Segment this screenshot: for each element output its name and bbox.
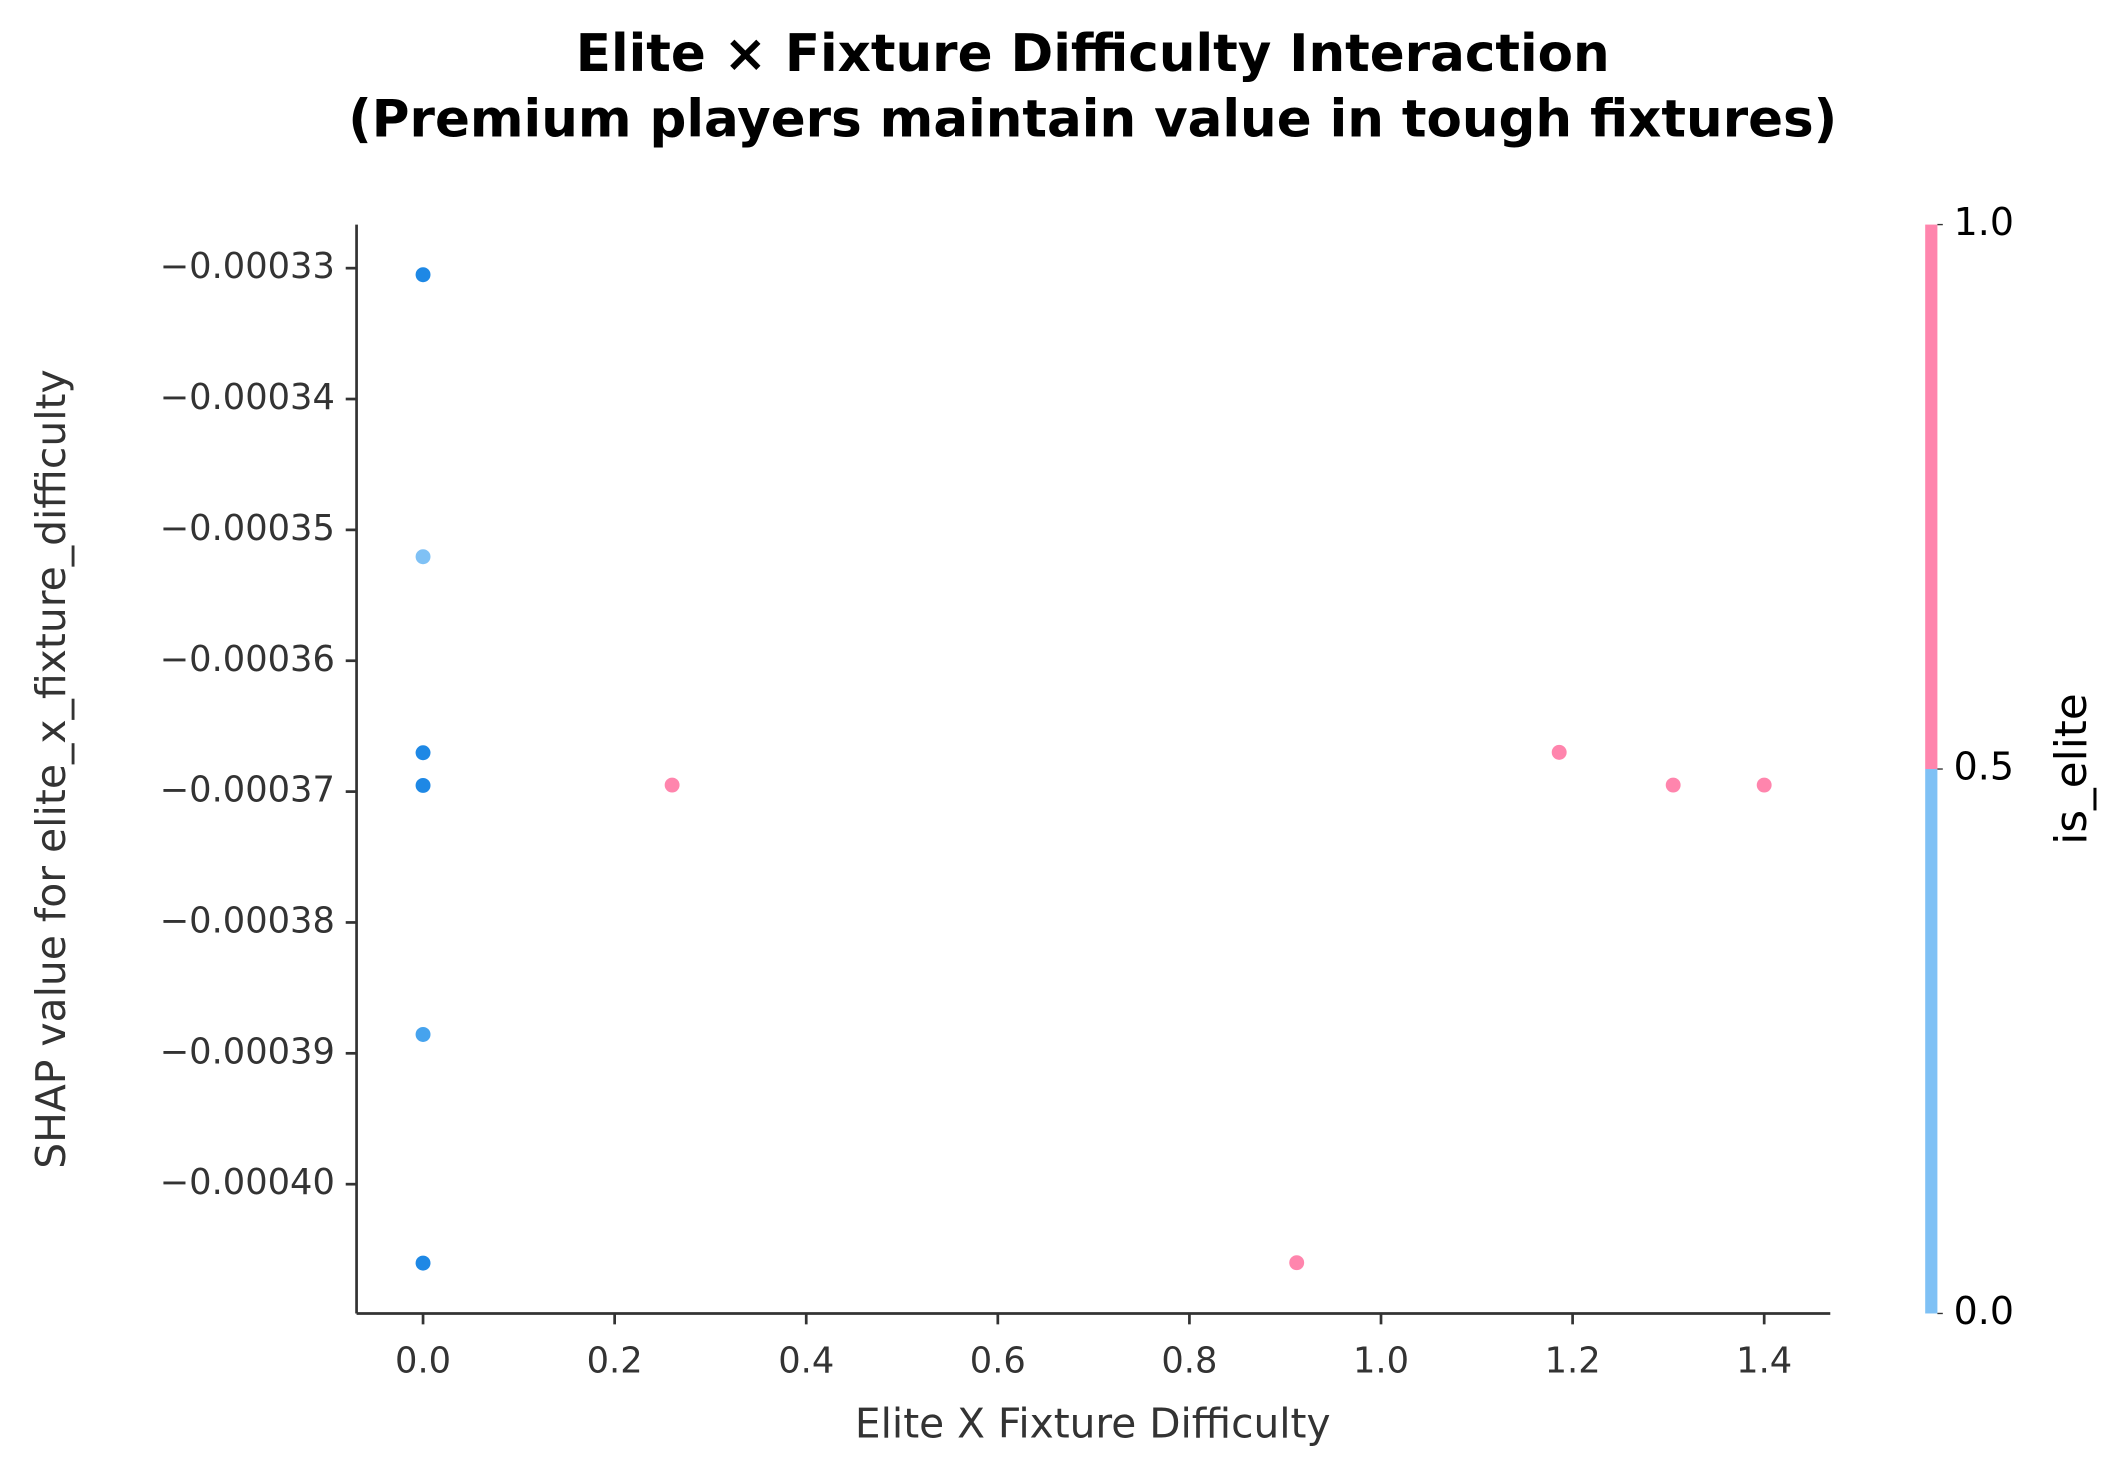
- colorbar-tick-label: 0.0: [1954, 1289, 2014, 1333]
- colorbar-label: is_elite: [2047, 693, 2097, 844]
- colorbar-low: [1925, 769, 1938, 1314]
- colorbar-high: [1925, 224, 1938, 770]
- point: [415, 777, 431, 793]
- colorbar-tick-label: 1.0: [1954, 200, 2014, 244]
- y-axis-label: SHAP value for elite_x_fixture_difficult…: [27, 369, 75, 1168]
- point: [664, 777, 680, 793]
- x-tick-label: 0.2: [587, 1340, 643, 1381]
- y-tick-label: −0.00040: [160, 1162, 335, 1203]
- point: [1551, 744, 1567, 760]
- y-tick-label: −0.00034: [160, 377, 335, 418]
- point: [415, 549, 431, 565]
- x-tick-label: 1.0: [1353, 1340, 1409, 1381]
- x-tick-label: 1.2: [1545, 1340, 1601, 1381]
- x-tick-label: 0.6: [970, 1340, 1026, 1381]
- x-tick-label: 0.0: [395, 1340, 451, 1381]
- colorbar-tick-label: 0.5: [1954, 744, 2014, 788]
- x-tick-label: 1.4: [1736, 1340, 1792, 1381]
- x-tick-label: 0.4: [778, 1340, 834, 1381]
- point: [1756, 777, 1772, 793]
- y-tick-label: −0.00035: [160, 508, 335, 549]
- y-tick-label: −0.00033: [160, 246, 335, 287]
- chart-subtitle: (Premium players maintain value in tough…: [348, 89, 1837, 149]
- x-axis-label: Elite X Fixture Difficulty: [855, 1399, 1331, 1447]
- point: [415, 267, 431, 283]
- point: [1665, 777, 1681, 793]
- y-tick-label: −0.00039: [160, 1031, 335, 1072]
- point: [1289, 1255, 1305, 1271]
- y-tick-label: −0.00038: [160, 900, 335, 941]
- point: [415, 1026, 431, 1042]
- point: [415, 745, 431, 761]
- y-tick-label: −0.00037: [160, 770, 335, 811]
- x-tick-label: 0.8: [1161, 1340, 1217, 1381]
- point: [415, 1255, 431, 1271]
- chart-title: Elite × Fixture Difficulty Interaction: [576, 24, 1610, 84]
- y-tick-label: −0.00036: [160, 639, 335, 680]
